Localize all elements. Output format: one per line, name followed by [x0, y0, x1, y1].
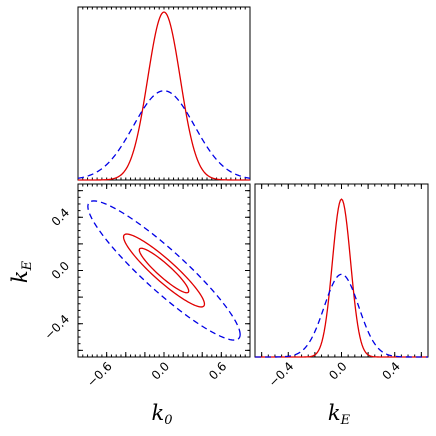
- contour-y-tick-label: 0.0: [49, 259, 72, 282]
- kE-marginal-curve-blue: [255, 273, 428, 358]
- contour-red-1-sigma: [138, 247, 190, 294]
- contour-y-tick-label: 0.4: [49, 205, 72, 228]
- contour-blue-2-sigma: [87, 200, 241, 341]
- xlabel-kE: kE: [328, 401, 351, 428]
- kE-marginal-x-tick-label: 0.0: [326, 359, 349, 382]
- contour-x-tick-label: 0.0: [149, 359, 172, 382]
- contour-x-tick-label: 0.6: [206, 359, 229, 382]
- kE-marginal-panel: −0.4 0.0 0.4: [254, 183, 429, 390]
- xlabel-k0-main: k: [151, 401, 164, 425]
- k0-marginal-frame: [77, 6, 251, 181]
- k0-marginal-curve-red: [78, 11, 250, 181]
- xlabel-kE-main: k: [328, 401, 341, 425]
- kE-marginal-x-tick-label: 0.4: [379, 359, 402, 382]
- k0-marginal-curve-blue: [77, 90, 251, 179]
- ylabel-kE-sub: E: [20, 260, 35, 271]
- xlabel-k0-sub: 0: [164, 413, 172, 428]
- contour-y-tick-label: −0.4: [42, 312, 73, 343]
- ylabel-kE-main: k: [8, 270, 32, 283]
- contour-red-2-sigma: [122, 233, 206, 308]
- ylabel-kE: kE: [8, 260, 35, 283]
- k0-marginal-panel: [77, 6, 251, 181]
- xlabel-k0: k0: [151, 401, 172, 428]
- k0-kE-contour-panel: −0.6 0.0 0.6 −0.4 0.0 0.4: [42, 183, 251, 390]
- kE-marginal-curve-red: [255, 198, 428, 358]
- contour-frame: [77, 183, 251, 358]
- kE-marginal-x-tick-label: −0.4: [266, 359, 297, 390]
- kE-marginal-frame: [254, 183, 429, 358]
- contour-x-tick-label: −0.6: [84, 359, 115, 390]
- xlabel-kE-sub: E: [340, 413, 351, 428]
